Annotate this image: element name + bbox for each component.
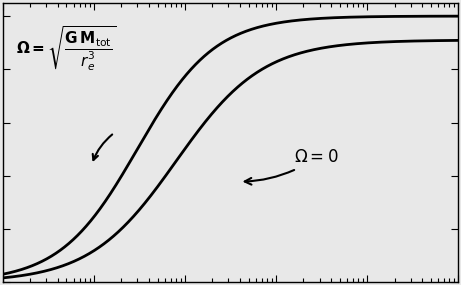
Text: $\Omega=0$: $\Omega=0$ (245, 149, 339, 185)
Text: $\mathbf{\Omega=}\sqrt{\dfrac{\mathbf{G\,M_{\mathrm{tot}}}}{r_e^3}}$: $\mathbf{\Omega=}\sqrt{\dfrac{\mathbf{G\… (17, 25, 117, 74)
